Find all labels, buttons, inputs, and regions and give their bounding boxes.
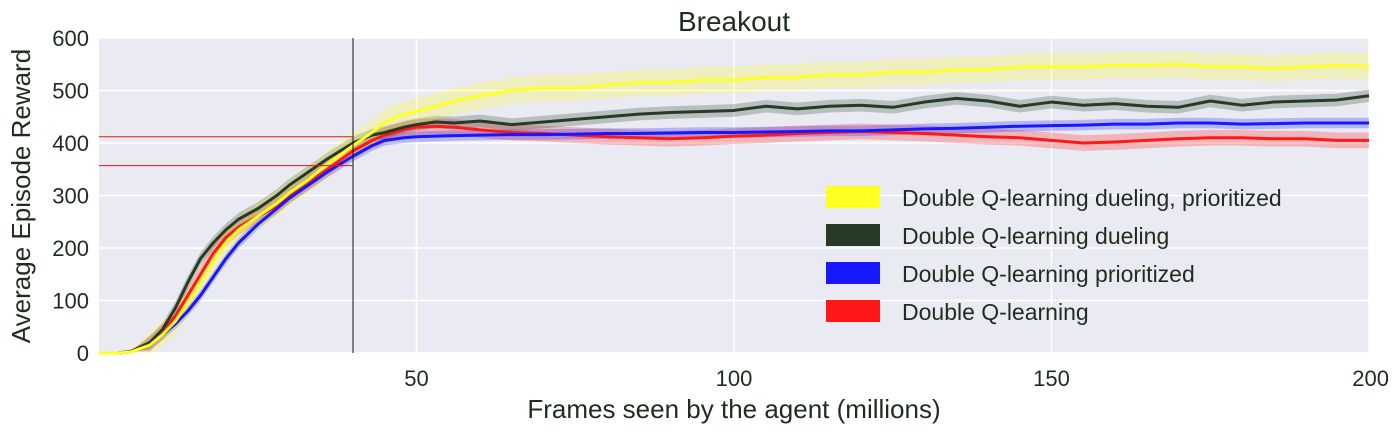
y-tick-labels: 0 100 200 300 400 500 600 [52, 26, 89, 366]
y-tick-label: 300 [52, 184, 89, 209]
legend-swatch-4 [826, 300, 880, 322]
y-tick-label: 500 [52, 79, 89, 104]
y-tick-label: 100 [52, 289, 89, 314]
y-tick-label: 600 [52, 26, 89, 51]
chart-title: Breakout [678, 6, 790, 37]
line-series-3 [99, 121, 1369, 355]
line-series-2 [99, 94, 1370, 355]
y-axis-label: Average Episode Reward [6, 49, 36, 343]
series-lines [99, 62, 1370, 355]
x-tick-labels: 50 100 150 200 [404, 366, 1389, 391]
legend: Double Q-learning dueling, prioritized Do… [826, 185, 1282, 325]
y-tick-label: 200 [52, 236, 89, 261]
grid [99, 37, 1370, 354]
legend-label-3: Double Q-learning prioritized [902, 261, 1195, 287]
x-tick-label: 200 [1352, 366, 1389, 391]
x-tick-label: 100 [716, 366, 753, 391]
y-tick-label: 400 [52, 131, 89, 156]
x-axis-label: Frames seen by the agent (millions) [527, 394, 940, 424]
legend-label-1: Double Q-learning dueling, prioritized [902, 185, 1282, 211]
band-series-4 [99, 118, 1369, 353]
legend-swatch-3 [826, 262, 880, 284]
legend-swatch-1 [826, 186, 880, 208]
legend-label-2: Double Q-learning dueling [902, 223, 1169, 249]
line-series-1 [99, 62, 1370, 355]
y-tick-label: 0 [77, 341, 89, 366]
confidence-bands [99, 51, 1369, 353]
legend-label-4: Double Q-learning [902, 299, 1089, 325]
x-tick-label: 150 [1033, 366, 1070, 391]
legend-swatch-2 [826, 224, 880, 246]
x-tick-label: 50 [404, 366, 428, 391]
reference-lines [99, 38, 354, 353]
